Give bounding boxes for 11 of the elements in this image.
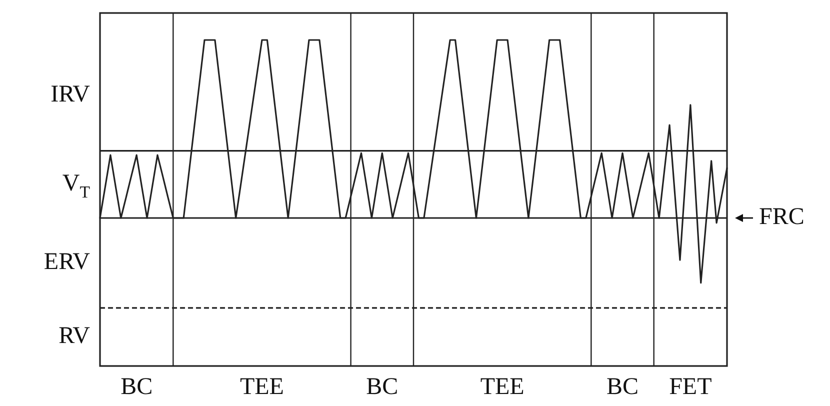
- x-tick-label: TEE: [480, 374, 524, 400]
- x-tick-label: FET: [669, 374, 712, 400]
- x-tick-label: BC: [120, 374, 153, 400]
- text: RV: [58, 322, 91, 348]
- text: ERV: [44, 248, 91, 274]
- text: V$_{T}$: [62, 170, 90, 202]
- x-tick-label: BC: [366, 374, 398, 400]
- x-tick-label: BC: [606, 374, 639, 400]
- x-tick-label: TEE: [240, 374, 284, 400]
- ref-line-label: FRC: [759, 203, 804, 230]
- text: IRV: [50, 80, 91, 107]
